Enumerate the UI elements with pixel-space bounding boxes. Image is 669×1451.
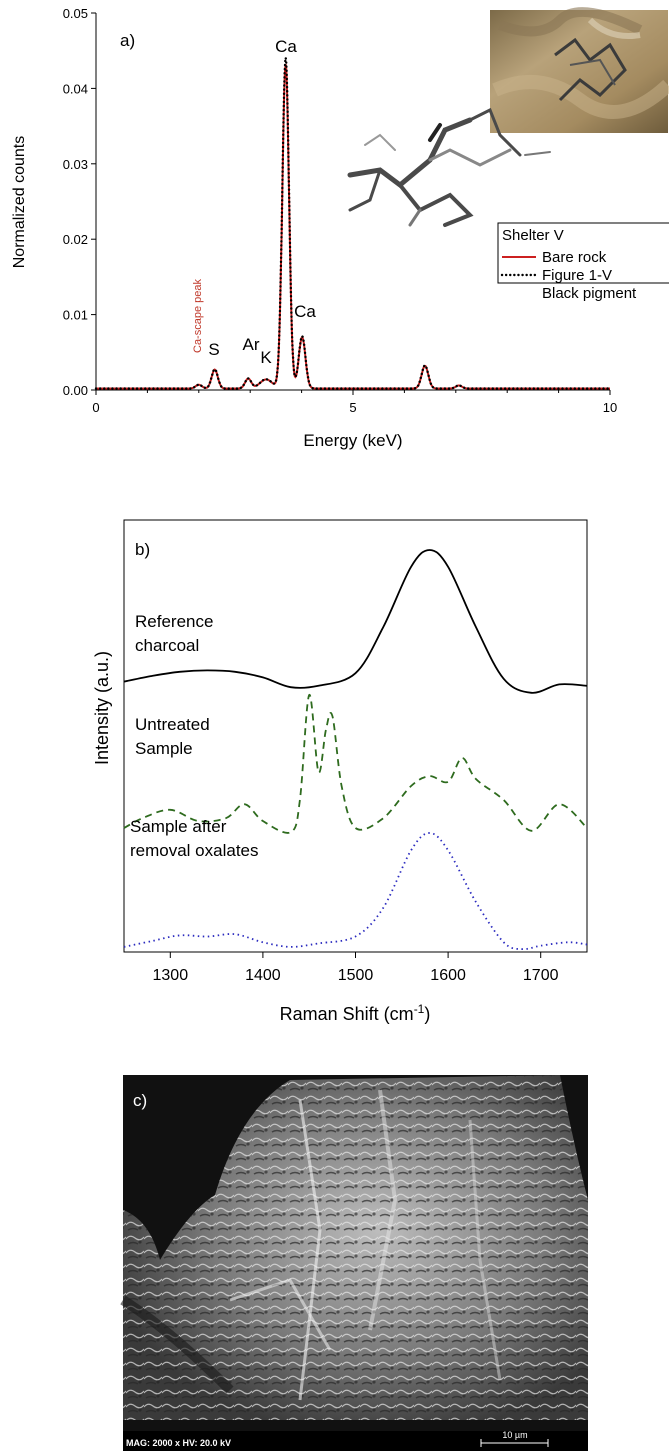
rock-art-figure-sketch bbox=[347, 107, 551, 227]
raman-spectrum-chart: 1300 1400 1500 1600 1700 b) Intensity (a.u.)… bbox=[92, 519, 588, 1024]
x-tick-label: 1600 bbox=[430, 967, 466, 984]
annotation-ca-second: Ca bbox=[294, 302, 316, 321]
y-tick-label: 0.00 bbox=[63, 383, 88, 398]
x-tick-label: 1400 bbox=[245, 967, 281, 984]
sem-micrograph: MAG: 2000 x HV: 20.0 kV 10 µm c) bbox=[120, 1075, 588, 1451]
trace-label-untreated: Untreated Sample bbox=[135, 715, 214, 758]
y-tick-label: 0.05 bbox=[63, 6, 88, 21]
series-line-figure-1v bbox=[94, 57, 612, 390]
legend-title: Shelter V bbox=[502, 227, 564, 244]
x-axis-ticks: 0 5 10 bbox=[92, 390, 617, 415]
panel-label-a: a) bbox=[120, 31, 135, 50]
x-tick-label: 10 bbox=[603, 400, 617, 415]
y-tick-label: 0.03 bbox=[63, 157, 88, 172]
y-axis-title: Normalized counts bbox=[11, 136, 28, 269]
x-tick-label: 1700 bbox=[523, 967, 559, 984]
y-tick-label: 0.04 bbox=[63, 81, 88, 96]
y-tick-label: 0.01 bbox=[63, 308, 88, 323]
x-axis-title-main: Raman Shift (cm bbox=[280, 1004, 414, 1024]
panel-label-b: b) bbox=[135, 540, 150, 559]
sem-sample-particle bbox=[120, 1075, 588, 1420]
annotation-s: S bbox=[208, 340, 219, 359]
x-tick-label: 5 bbox=[349, 400, 356, 415]
scalebar-label: 10 µm bbox=[502, 1430, 527, 1440]
plot-frame bbox=[123, 519, 588, 953]
series-line-reference-charcoal bbox=[123, 549, 588, 694]
eds-spectrum-chart: 0.00 0.01 0.02 0.03 0.04 0.05 0 5 10 a) Normali… bbox=[11, 6, 669, 450]
panel-label-c: c) bbox=[133, 1091, 147, 1110]
x-axis-title: Raman Shift (cm-1) bbox=[280, 1002, 431, 1024]
y-axis-title: Intensity (a.u.) bbox=[92, 651, 112, 765]
x-axis-title-close: ) bbox=[424, 1004, 430, 1024]
legend-label-bare-rock: Bare rock bbox=[542, 249, 607, 266]
scalebar bbox=[480, 1439, 549, 1447]
annotation-ar: Ar bbox=[243, 335, 260, 354]
sem-info-bar bbox=[123, 1431, 588, 1451]
x-tick-label: 1300 bbox=[153, 967, 189, 984]
y-axis-ticks: 0.00 0.01 0.02 0.03 0.04 0.05 bbox=[63, 6, 96, 398]
x-axis-title-exponent: -1 bbox=[414, 1002, 425, 1016]
y-tick-label: 0.02 bbox=[63, 232, 88, 247]
legend: Shelter V Bare rock Figure 1-V Black pig… bbox=[497, 222, 669, 302]
rock-photo-inset bbox=[490, 7, 669, 133]
sem-info-text: MAG: 2000 x HV: 20.0 kV bbox=[126, 1438, 231, 1448]
series-line-untreated-sample bbox=[123, 694, 588, 834]
annotation-ca-main: Ca bbox=[275, 37, 297, 56]
trace-label-after-removal: Sample after removal oxalates bbox=[130, 817, 259, 860]
trace-label-reference: Reference charcoal bbox=[135, 612, 218, 655]
x-axis-title: Energy (keV) bbox=[303, 431, 402, 450]
x-axis-ticks: 1300 1400 1500 1600 1700 bbox=[153, 952, 559, 984]
series-line-after-removal bbox=[123, 832, 588, 951]
annotation-k: K bbox=[260, 348, 272, 367]
x-tick-label: 1500 bbox=[338, 967, 374, 984]
annotation-ca-escape-peak: Ca-scape peak bbox=[192, 279, 204, 353]
legend-label-figure: Figure 1-V Black pigment bbox=[542, 267, 637, 302]
x-tick-label: 0 bbox=[92, 400, 99, 415]
